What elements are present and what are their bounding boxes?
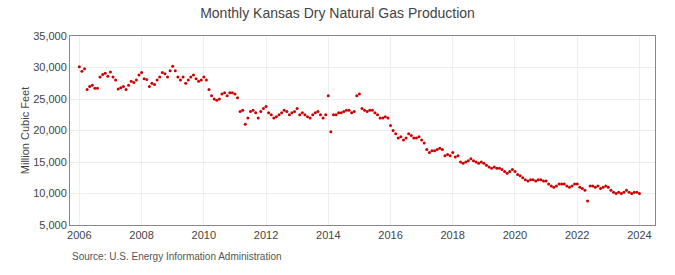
svg-text:30,000: 30,000: [33, 61, 67, 73]
svg-text:2016: 2016: [378, 229, 402, 241]
svg-text:2018: 2018: [440, 229, 464, 241]
svg-text:15,000: 15,000: [33, 156, 67, 168]
svg-text:2014: 2014: [316, 229, 340, 241]
svg-text:5,000: 5,000: [39, 219, 67, 231]
svg-text:25,000: 25,000: [33, 93, 67, 105]
svg-text:Source: U.S. Energy Informatio: Source: U.S. Energy Information Administ…: [72, 251, 282, 262]
svg-text:Monthly Kansas Dry Natural Gas: Monthly Kansas Dry Natural Gas Productio…: [200, 5, 475, 21]
svg-text:2008: 2008: [129, 229, 153, 241]
svg-text:10,000: 10,000: [33, 187, 67, 199]
svg-text:2024: 2024: [627, 229, 651, 241]
svg-text:2010: 2010: [192, 229, 216, 241]
svg-text:2006: 2006: [67, 229, 91, 241]
svg-text:Million Cubic Feet: Million Cubic Feet: [19, 87, 31, 174]
svg-text:20,000: 20,000: [33, 124, 67, 136]
svg-text:2022: 2022: [565, 229, 589, 241]
svg-text:2012: 2012: [254, 229, 278, 241]
svg-text:35,000: 35,000: [33, 30, 67, 42]
svg-text:2020: 2020: [503, 229, 527, 241]
